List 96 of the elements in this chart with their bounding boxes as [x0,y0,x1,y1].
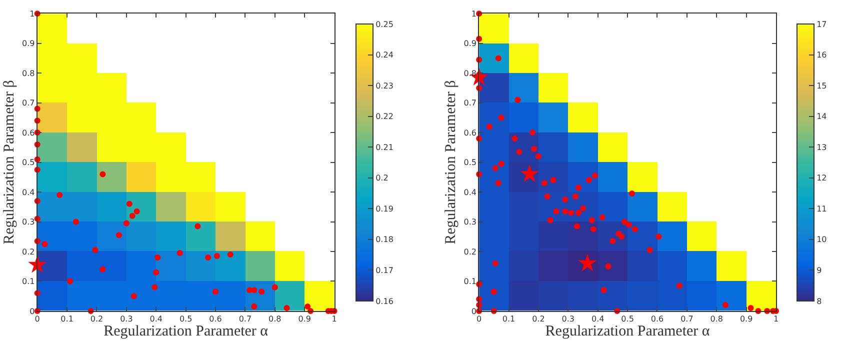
y-tick-label: 0.7 [22,98,35,108]
color-bar-label: 8 [816,296,822,306]
y-tick-label: 0 [30,306,35,316]
color-bar-label: 0.24 [376,50,394,60]
point [284,305,290,312]
x-tick-label: 0.3 [562,314,575,324]
y-tick-label: 0.3 [22,218,35,227]
y-tick-label: 0.3 [464,218,476,227]
x-tick-label: 0.2 [532,314,545,324]
point [258,288,265,295]
x-tick-label: 0.4 [150,314,162,324]
y-tick-label: 0.4 [22,188,35,197]
point [129,212,136,219]
y-tick-label: 0.1 [464,277,476,286]
point [227,251,234,258]
point [72,218,79,225]
point [56,192,63,198]
y-tick-label: 0.6 [22,128,35,138]
y-axis-title: Regularization Parameter β [1,80,18,244]
x-tick-label: 0.6 [209,314,222,324]
point [153,269,160,276]
point [126,200,132,207]
color-bar-label: 17 [816,20,827,29]
point [42,241,48,248]
x-tick-label: 1 [332,314,337,324]
x-tick-label: 0.5 [179,314,192,324]
color-bar-label: 0.16 [376,296,394,306]
point [134,208,140,214]
point [152,284,158,290]
x-tick-label: 0.1 [60,314,74,324]
color-bar-label: 0.21 [376,142,394,152]
point [92,247,98,254]
y-axis-title: Regularization Parameter β [442,80,459,244]
x-tick-label: 0.8 [268,314,282,324]
x-tick-label: 0.4 [591,314,604,324]
x-tick-label: 0.9 [298,314,311,324]
color-bar-label: 12 [816,174,827,183]
color-bar-label: 15 [816,81,827,90]
point [578,254,597,272]
x-axis-title: Regularization Parameter α [545,324,710,340]
x-tick-label: 0.1 [502,314,516,324]
color-bar-label: 9 [816,266,822,276]
x-tick-label: 0.7 [680,314,694,324]
point [100,266,106,272]
point [154,254,161,260]
y-tick-label: 1 [30,9,35,18]
x-tick-label: 0.5 [621,314,634,324]
x-tick-label: 0.2 [90,314,104,324]
y-tick-label: 0.1 [22,277,35,286]
x-tick-label: 0.6 [650,314,664,324]
point [67,278,74,284]
color-bar-label: 10 [816,235,827,244]
y-tick-label: 0.7 [464,98,476,108]
point [130,293,137,300]
color-bar-label: 0.17 [376,266,394,276]
y-tick-label: 0.6 [464,128,476,138]
point [116,232,122,238]
color-bar-label: 0.22 [376,112,394,122]
y-tick-label: 0.2 [464,247,476,256]
point [272,284,278,290]
point [194,223,201,230]
y-tick-label: 0 [471,306,476,316]
point [176,250,183,256]
color-bar-label: 16 [816,50,827,60]
point [304,304,311,310]
x-tick-label: 1 [773,314,779,324]
point [214,252,220,259]
y-tick-label: 0.9 [22,39,35,48]
color-bar-label: 0.2 [376,174,388,183]
color-bar-label: 0.23 [376,81,394,90]
color-bar-label: 0.25 [376,20,394,29]
x-tick-label: 0.3 [120,314,133,324]
point [520,164,539,182]
y-tick-label: 0.5 [464,158,476,168]
x-tick-label: 0.7 [238,314,252,324]
x-tick-label: 0.9 [740,314,753,324]
y-tick-label: 0.8 [22,68,35,78]
color-bar-label: 11 [816,204,827,214]
point [100,171,106,178]
color-bar-label: 14 [816,112,827,122]
x-axis-title: Regularization Parameter α [104,324,268,340]
y-tick-label: 0.4 [464,188,476,197]
point [212,288,219,295]
point [123,220,130,226]
y-tick-label: 0.2 [22,247,35,256]
y-tick-label: 0.5 [22,158,35,168]
y-tick-label: 0.9 [464,39,476,48]
point [251,304,258,310]
y-tick-label: 0.8 [464,68,476,78]
color-bar-label: 0.19 [376,204,394,214]
y-tick-label: 1 [471,9,476,18]
color-bar-label: 13 [816,142,827,152]
point [205,254,212,260]
x-tick-label: 0.8 [710,314,723,324]
color-bar-label: 0.18 [376,235,394,244]
point [251,287,258,294]
